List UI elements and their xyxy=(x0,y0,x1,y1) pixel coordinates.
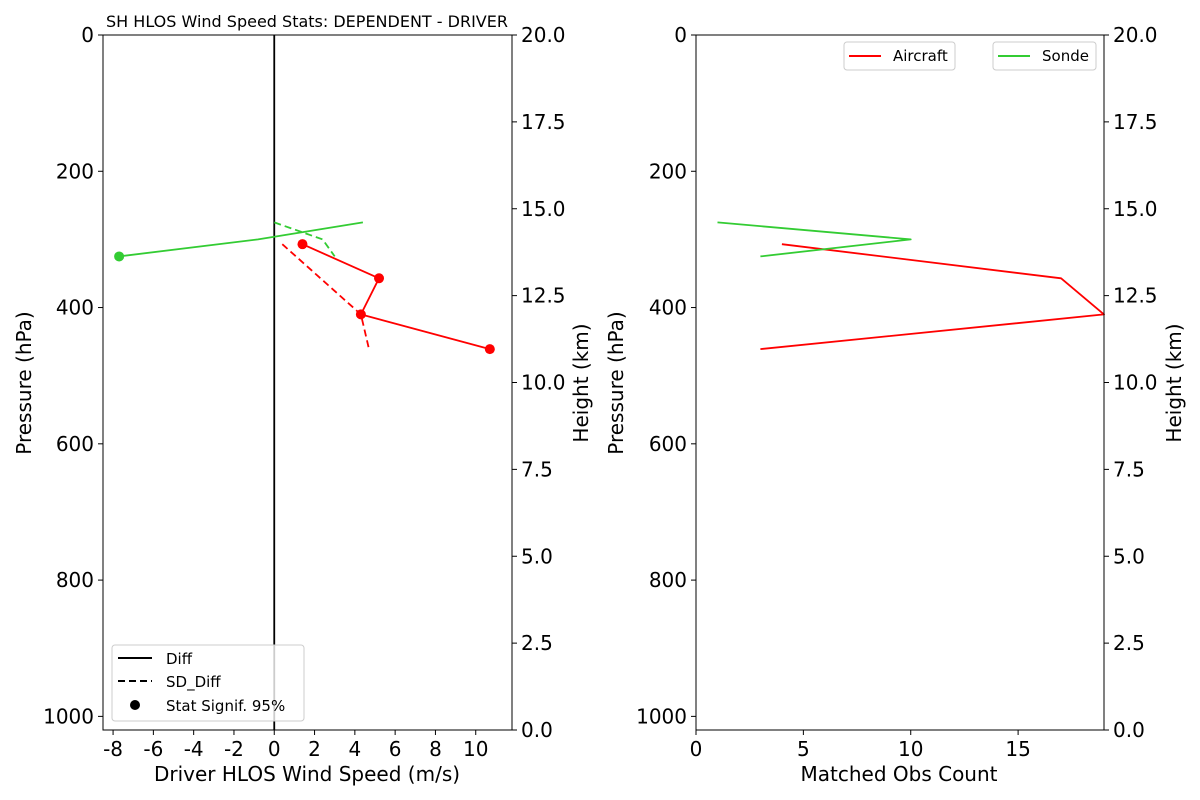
legend-aircraft-label: Aircraft xyxy=(893,47,948,65)
aircraft-signif-point xyxy=(484,344,495,355)
count-y-axis-label: Pressure (hPa) xyxy=(604,311,628,454)
count-y-ticks: 0 200 400 600 800 1000 xyxy=(636,23,696,728)
y-tick-label: 400 xyxy=(649,296,687,320)
diff-x-axis-label: Driver HLOS Wind Speed (m/s) xyxy=(154,762,460,786)
count-y2-ticks: 0.0 2.5 5.0 7.5 10.0 12.5 15.0 17.5 20.0 xyxy=(1104,23,1158,742)
y2-tick-label: 20.0 xyxy=(1113,23,1158,47)
y-tick-label: 0 xyxy=(674,23,687,47)
y2-tick-label: 15.0 xyxy=(521,197,566,221)
sonde-sd-diff-line xyxy=(274,221,336,257)
y2-tick-label: 20.0 xyxy=(521,23,566,47)
legend-signif-marker xyxy=(130,700,140,710)
y2-tick-label: 7.5 xyxy=(521,457,553,481)
diff-legend: Diff SD_Diff Stat Signif. 95% xyxy=(111,644,305,722)
y2-tick-label: 7.5 xyxy=(1113,457,1145,481)
legend-signif-label: Stat Signif. 95% xyxy=(166,697,285,715)
x-tick-label: 4 xyxy=(348,737,361,761)
y-tick-label: 400 xyxy=(56,296,94,320)
x-tick-label: 15 xyxy=(1005,737,1030,761)
x-tick-label: -8 xyxy=(103,737,123,761)
aircraft-sd-diff-line xyxy=(281,243,370,350)
y2-tick-label: 10.0 xyxy=(521,371,566,395)
sonde-signif-point xyxy=(114,251,125,262)
y2-tick-label: 17.5 xyxy=(521,110,566,134)
y2-tick-label: 2.5 xyxy=(1113,631,1145,655)
x-tick-label: 10 xyxy=(898,737,923,761)
y2-tick-label: 17.5 xyxy=(1113,110,1158,134)
x-tick-label: 10 xyxy=(463,737,488,761)
y-tick-label: 200 xyxy=(649,159,687,183)
diff-y-axis-label: Pressure (hPa) xyxy=(12,311,36,454)
y-tick-label: 800 xyxy=(649,568,687,592)
y-tick-label: 600 xyxy=(649,432,687,456)
y-tick-label: 1000 xyxy=(43,704,94,728)
diff-legend-box xyxy=(111,644,305,722)
y2-tick-label: 10.0 xyxy=(1113,371,1158,395)
diff-panel: SH HLOS Wind Speed Stats: DEPENDENT - DR… xyxy=(12,12,593,786)
count-x-ticks: 0 5 10 15 xyxy=(690,730,1031,761)
legend-sd-diff-label: SD_Diff xyxy=(166,673,221,692)
legend-sonde-box xyxy=(992,41,1097,71)
legend-aircraft-box xyxy=(843,41,956,71)
aircraft-diff-line xyxy=(302,243,491,350)
diff-y-ticks: 0 200 400 600 800 1000 xyxy=(43,23,103,728)
aircraft-signif-point xyxy=(374,273,385,284)
diff-x-ticks: -8 -6 -4 -2 0 2 4 6 8 10 xyxy=(103,730,488,761)
sonde-count-line xyxy=(717,221,912,258)
y2-tick-label: 12.5 xyxy=(521,284,566,308)
count-plot-area xyxy=(717,221,1105,350)
aircraft-count-line xyxy=(760,243,1105,350)
count-x-axis-label: Matched Obs Count xyxy=(801,762,998,786)
y2-tick-label: 15.0 xyxy=(1113,197,1158,221)
x-tick-label: 6 xyxy=(389,737,402,761)
count-y2-axis-label: Height (km) xyxy=(1162,323,1186,442)
aircraft-signif-point xyxy=(297,239,308,250)
x-tick-label: 2 xyxy=(308,737,321,761)
chart-title: SH HLOS Wind Speed Stats: DEPENDENT - DR… xyxy=(106,12,508,31)
x-tick-label: -2 xyxy=(224,737,244,761)
y2-tick-label: 5.0 xyxy=(1113,544,1145,568)
y2-tick-label: 0.0 xyxy=(521,718,553,742)
y-tick-label: 600 xyxy=(56,432,94,456)
count-legend-aircraft: Aircraft xyxy=(843,41,956,71)
y-tick-label: 800 xyxy=(56,568,94,592)
x-tick-label: -6 xyxy=(143,737,163,761)
diff-plot-area xyxy=(114,35,495,730)
x-tick-label: -4 xyxy=(184,737,204,761)
x-tick-label: 0 xyxy=(268,737,281,761)
legend-diff-label: Diff xyxy=(166,650,193,668)
x-tick-label: 8 xyxy=(429,737,442,761)
x-tick-label: 5 xyxy=(797,737,810,761)
y2-tick-label: 0.0 xyxy=(1113,718,1145,742)
diff-y2-axis-label: Height (km) xyxy=(569,323,593,442)
count-legend-sonde: Sonde xyxy=(992,41,1097,71)
y-tick-label: 1000 xyxy=(636,704,687,728)
count-panel: 0 5 10 15 0 200 400 600 800 1000 0.0 2.5 5.0 7.5 10.… xyxy=(604,23,1186,786)
y-tick-label: 0 xyxy=(81,23,94,47)
y2-tick-label: 12.5 xyxy=(1113,284,1158,308)
y2-tick-label: 5.0 xyxy=(521,544,553,568)
y2-tick-label: 2.5 xyxy=(521,631,553,655)
diff-y2-ticks: 0.0 2.5 5.0 7.5 10.0 12.5 15.0 17.5 20.0 xyxy=(512,23,566,742)
y-tick-label: 200 xyxy=(56,159,94,183)
sonde-diff-line xyxy=(118,221,364,258)
legend-sonde-label: Sonde xyxy=(1042,47,1089,65)
x-tick-label: 0 xyxy=(690,737,703,761)
